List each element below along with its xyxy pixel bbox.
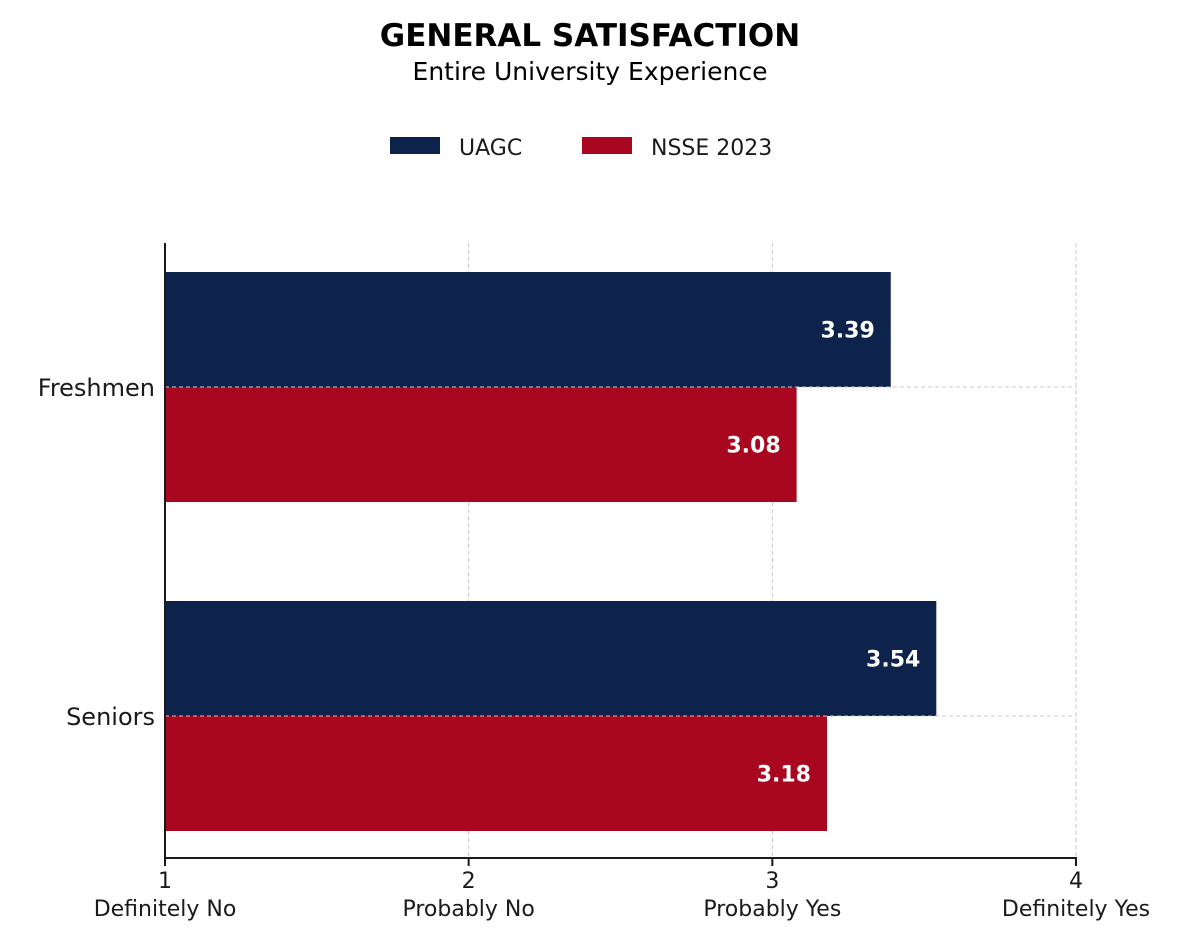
legend: UAGC NSSE 2023 — [390, 136, 772, 161]
x-tick-label-2: 2 — [462, 869, 476, 894]
chart-title: GENERAL SATISFACTION — [380, 18, 800, 54]
x-ticks: 1 Definitely No 2 Probably No 3 Probably Yes 4… — [94, 858, 1150, 922]
x-tick-label-3: 3 — [765, 869, 779, 894]
legend-swatch-nsse-2023 — [582, 137, 632, 154]
legend-swatch-uagc — [390, 137, 440, 154]
x-tick-text-definitely-yes: Definitely Yes — [1002, 897, 1150, 922]
bar-freshmen-nsse-2023 — [166, 387, 797, 502]
x-tick-text-definitely-no: Definitely No — [94, 897, 237, 922]
axes — [164, 243, 1077, 859]
bar-label-seniors-nsse-2023: 3.18 — [757, 763, 811, 788]
category-labels: Freshmen Seniors — [38, 374, 155, 731]
chart-subtitle: Entire University Experience — [413, 57, 768, 86]
bar-freshmen-uagc — [166, 272, 891, 387]
bar-label-seniors-uagc: 3.54 — [866, 648, 920, 673]
bar-label-freshmen-uagc: 3.39 — [820, 319, 874, 344]
category-label-freshmen: Freshmen — [38, 374, 155, 402]
bar-seniors-nsse-2023 — [166, 716, 827, 831]
legend-label-uagc: UAGC — [459, 136, 522, 161]
x-tick-label-4: 4 — [1069, 869, 1083, 894]
bars: 3.39 3.08 3.54 3.18 — [166, 272, 937, 831]
x-tick-text-probably-yes: Probably Yes — [703, 897, 841, 922]
bar-label-freshmen-nsse-2023: 3.08 — [726, 434, 780, 459]
bar-seniors-uagc — [166, 601, 937, 716]
x-tick-text-probably-no: Probably No — [402, 897, 534, 922]
category-gridlines — [165, 386, 1076, 717]
category-label-seniors: Seniors — [66, 703, 155, 731]
x-tick-label-1: 1 — [158, 869, 172, 894]
legend-label-nsse-2023: NSSE 2023 — [651, 136, 772, 161]
